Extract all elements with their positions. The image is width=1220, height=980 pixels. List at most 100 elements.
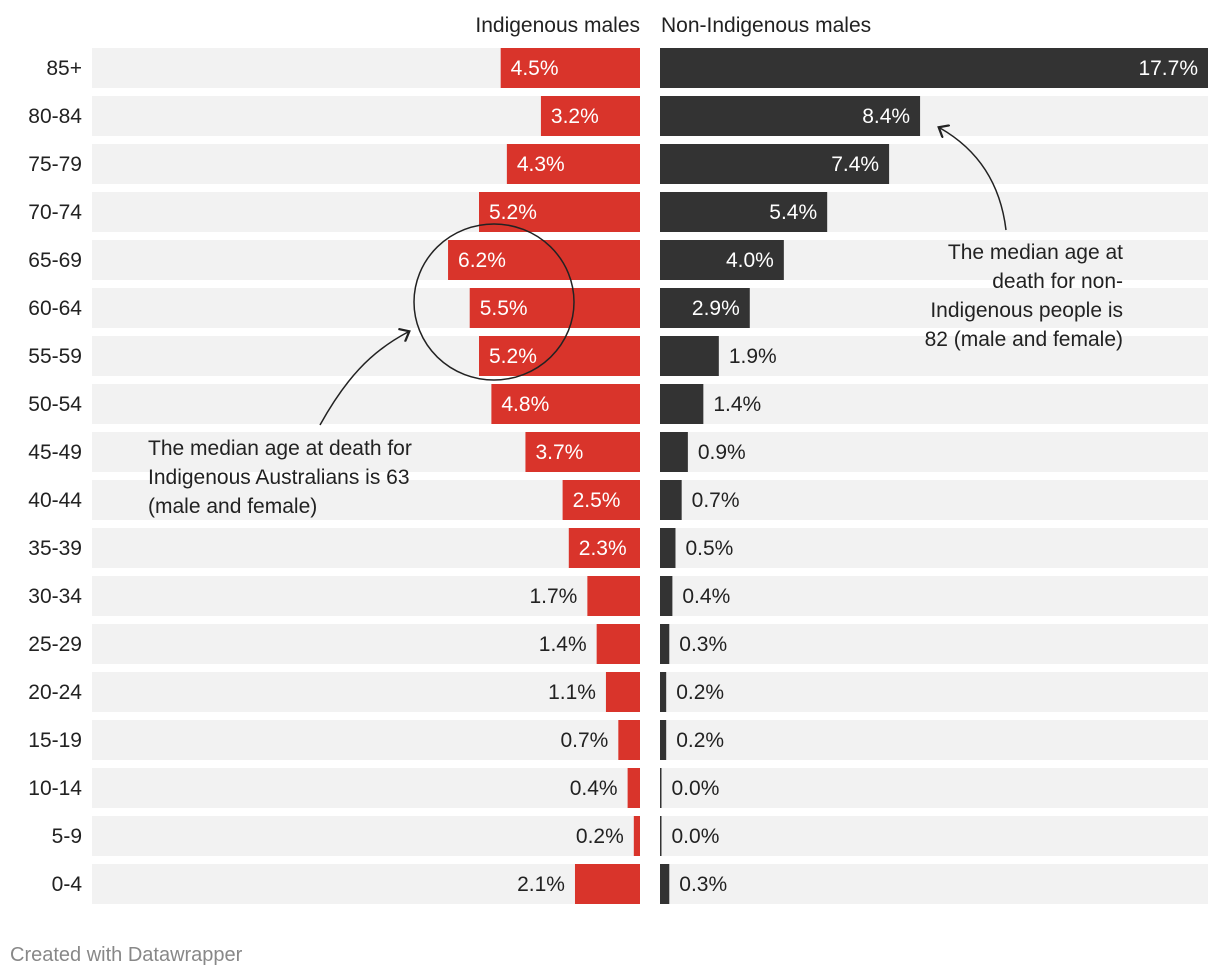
annotation-line: 82 (male and female): [925, 328, 1123, 351]
bar-non-indigenous: [660, 480, 682, 520]
track-non-indigenous: [660, 720, 1208, 760]
track-non-indigenous: [660, 528, 1208, 568]
annotation-arrow-indigenous: [319, 332, 408, 426]
annotation-line: death for non-: [992, 270, 1123, 293]
bar-indigenous: [562, 480, 640, 520]
bar-indigenous: [596, 624, 640, 664]
bar-non-indigenous: [660, 192, 828, 232]
value-label-indigenous: 2.5%: [573, 489, 621, 512]
bar-non-indigenous: [660, 288, 750, 328]
bar-non-indigenous: [660, 768, 662, 808]
bar-non-indigenous: [660, 528, 676, 568]
track-non-indigenous: [660, 384, 1208, 424]
value-label-indigenous: 5.2%: [489, 201, 537, 224]
value-label-non-indigenous: 0.7%: [692, 489, 740, 512]
category-label: 30-34: [28, 585, 82, 608]
value-label-non-indigenous: 0.9%: [698, 441, 746, 464]
bar-non-indigenous: [660, 720, 667, 760]
value-label-indigenous: 1.7%: [529, 585, 577, 608]
category-label: 60-64: [28, 297, 82, 320]
bar-non-indigenous: [660, 96, 921, 136]
value-label-indigenous: 5.5%: [480, 297, 528, 320]
bar-indigenous: [633, 816, 640, 856]
track-indigenous: [92, 624, 640, 664]
row-5-9: 5-9 0.2% 0.0%: [52, 816, 1208, 856]
value-label-non-indigenous: 0.5%: [685, 537, 733, 560]
bar-indigenous: [525, 432, 640, 472]
annotation-arrow-non-indigenous: [940, 128, 1007, 231]
value-label-non-indigenous: 1.9%: [729, 345, 777, 368]
value-label-non-indigenous: 0.0%: [672, 777, 720, 800]
value-label-indigenous: 0.7%: [560, 729, 608, 752]
category-label: 5-9: [52, 825, 82, 848]
value-label-non-indigenous: 0.3%: [679, 633, 727, 656]
category-label: 35-39: [28, 537, 82, 560]
bar-non-indigenous: [660, 576, 673, 616]
category-label: 50-54: [28, 393, 82, 416]
bar-indigenous: [618, 720, 640, 760]
bar-indigenous: [469, 288, 640, 328]
category-label: 85+: [46, 57, 82, 80]
row-65-69: 65-69 6.2% 4.0%: [28, 240, 1208, 280]
track-non-indigenous: [660, 576, 1208, 616]
bar-indigenous: [540, 96, 640, 136]
value-label-indigenous: 2.3%: [579, 537, 627, 560]
track-indigenous: [92, 528, 640, 568]
bar-non-indigenous: [660, 144, 890, 184]
row-75-79: 75-79 4.3% 7.4%: [28, 144, 1208, 184]
value-label-indigenous: 6.2%: [458, 249, 506, 272]
bar-non-indigenous: [660, 672, 667, 712]
value-label-non-indigenous: 0.0%: [672, 825, 720, 848]
annotation-line: (male and female): [148, 495, 317, 518]
row-25-29: 25-29 1.4% 0.3%: [28, 624, 1208, 664]
category-label: 45-49: [28, 441, 82, 464]
bar-non-indigenous: [660, 48, 1208, 88]
bar-non-indigenous: [660, 240, 784, 280]
value-label-indigenous: 4.8%: [501, 393, 549, 416]
bar-indigenous: [574, 864, 640, 904]
category-label: 20-24: [28, 681, 82, 704]
track-non-indigenous: [660, 288, 1208, 328]
bar-indigenous: [587, 576, 640, 616]
row-45-49: 45-49 3.7% 0.9%: [28, 432, 1208, 472]
row-80-84: 80-84 3.2% 8.4%: [28, 96, 1208, 136]
value-label-indigenous: 1.4%: [539, 633, 587, 656]
annotation-line: Indigenous Australians is 63: [148, 466, 410, 489]
track-non-indigenous: [660, 624, 1208, 664]
bar-non-indigenous: [660, 864, 670, 904]
bar-indigenous: [627, 768, 640, 808]
bar-indigenous: [506, 144, 640, 184]
row-30-34: 30-34 1.7% 0.4%: [28, 576, 1208, 616]
annotation-line: The median age at death for: [148, 437, 412, 460]
annotations: The median age at death for Indigenous Au…: [148, 128, 1123, 518]
value-label-indigenous: 3.7%: [535, 441, 583, 464]
highlight-circle: [413, 223, 575, 381]
annotation-indigenous: The median age at death for Indigenous Au…: [148, 437, 412, 518]
value-label-indigenous: 4.3%: [517, 153, 565, 176]
category-label: 10-14: [28, 777, 82, 800]
value-label-non-indigenous: 4.0%: [726, 249, 774, 272]
track-indigenous: [92, 480, 640, 520]
track-non-indigenous: [660, 672, 1208, 712]
bar-non-indigenous: [660, 624, 670, 664]
value-label-non-indigenous: 0.2%: [676, 681, 724, 704]
bar-indigenous: [448, 240, 640, 280]
bar-non-indigenous: [660, 816, 662, 856]
row-10-14: 10-14 0.4% 0.0%: [28, 768, 1208, 808]
row-50-54: 50-54 4.8% 1.4%: [28, 384, 1208, 424]
track-indigenous: [92, 816, 640, 856]
value-label-non-indigenous: 1.4%: [713, 393, 761, 416]
category-label: 55-59: [28, 345, 82, 368]
bar-indigenous: [500, 48, 640, 88]
row-70-74: 70-74 5.2% 5.4%: [28, 192, 1208, 232]
value-label-indigenous: 2.1%: [517, 873, 565, 896]
annotation-non-indigenous: The median age at death for non- Indigenou…: [925, 241, 1124, 351]
bar-non-indigenous: [660, 336, 719, 376]
series-header-non-indigenous: Non-Indigenous males: [661, 14, 871, 37]
value-label-non-indigenous: 17.7%: [1138, 57, 1198, 80]
value-label-non-indigenous: 0.3%: [679, 873, 727, 896]
track-indigenous: [92, 576, 640, 616]
bar-indigenous: [605, 672, 640, 712]
category-label: 65-69: [28, 249, 82, 272]
bar-non-indigenous: [660, 384, 704, 424]
